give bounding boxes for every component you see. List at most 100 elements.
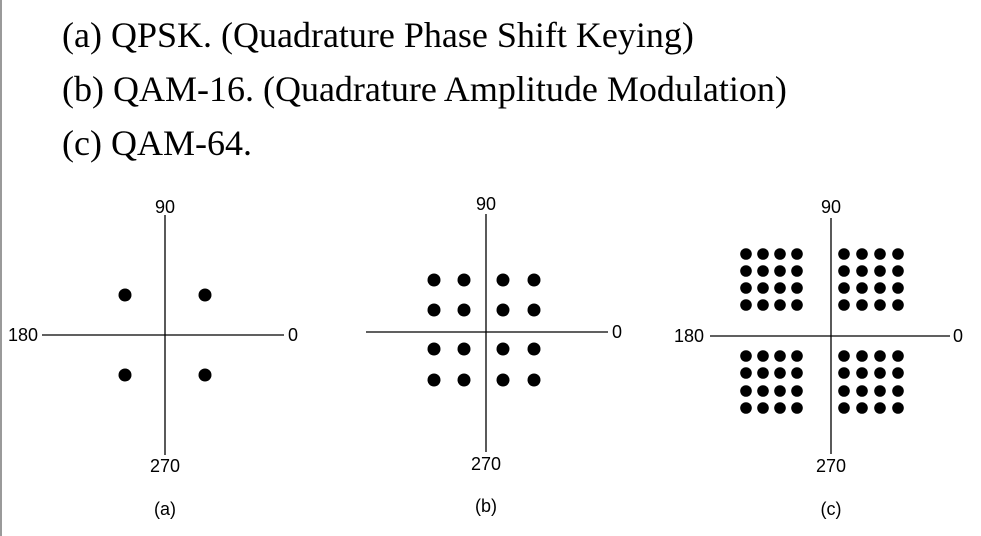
list-item-qam16: (b) QAM-16. (Quadrature Amplitude Modula… <box>62 69 787 109</box>
constellation-point <box>791 299 803 311</box>
constellation-point <box>757 282 769 294</box>
constellation-point <box>757 299 769 311</box>
caption-b: (b) <box>475 496 497 516</box>
constellation-point <box>496 373 510 387</box>
constellation-point <box>856 367 868 379</box>
constellation-point <box>757 402 769 414</box>
constellation-point <box>892 367 904 379</box>
constellation-point <box>791 248 803 260</box>
axis-label-bottom-b: 270 <box>471 454 501 474</box>
constellation-point <box>457 342 471 356</box>
constellation-point <box>791 402 803 414</box>
constellation-point <box>740 265 752 277</box>
constellation-point <box>791 385 803 397</box>
constellation-point <box>527 303 541 317</box>
constellation-point <box>740 367 752 379</box>
constellation-point <box>740 299 752 311</box>
modulation-list: (a) QPSK. (Quadrature Phase Shift Keying… <box>62 8 787 170</box>
constellation-point <box>527 273 541 287</box>
constellation-point <box>457 303 471 317</box>
constellation-point <box>892 402 904 414</box>
constellation-point <box>838 282 850 294</box>
constellation-point <box>757 350 769 362</box>
caption-c: (c) <box>821 499 842 519</box>
constellation-point <box>774 265 786 277</box>
constellation-point <box>427 342 441 356</box>
constellation-point <box>527 342 541 356</box>
constellation-point <box>774 385 786 397</box>
axis-label-left-a: 180 <box>8 325 38 345</box>
caption-a: (a) <box>154 499 176 519</box>
constellation-point <box>892 282 904 294</box>
constellation-point <box>496 273 510 287</box>
constellation-point <box>874 282 886 294</box>
axis-label-bottom-a: 270 <box>150 456 180 476</box>
axis-label-bottom-c: 270 <box>816 456 846 476</box>
constellation-point <box>892 350 904 362</box>
constellation-point <box>874 265 886 277</box>
constellation-point <box>874 367 886 379</box>
axis-label-top-b: 90 <box>476 194 496 214</box>
constellation-point <box>457 373 471 387</box>
constellation-point <box>774 402 786 414</box>
constellation-point <box>457 273 471 287</box>
constellation-point <box>757 265 769 277</box>
constellation-point <box>757 385 769 397</box>
constellation-point <box>774 248 786 260</box>
axis-label-top-c: 90 <box>821 197 841 217</box>
axis-label-left-c: 180 <box>674 326 704 346</box>
constellation-point <box>892 265 904 277</box>
constellation-b: 90 270 0 (b) <box>366 194 622 516</box>
constellation-point <box>740 282 752 294</box>
constellation-point <box>427 373 441 387</box>
constellation-point <box>774 299 786 311</box>
constellation-point <box>892 248 904 260</box>
constellation-point <box>874 385 886 397</box>
constellation-point <box>892 299 904 311</box>
constellation-point <box>838 248 850 260</box>
constellation-point <box>198 368 212 382</box>
constellation-point <box>856 299 868 311</box>
constellation-point <box>774 367 786 379</box>
constellation-point <box>791 367 803 379</box>
constellation-point <box>874 350 886 362</box>
constellation-point <box>774 282 786 294</box>
constellation-a: 90 270 180 0 (a) <box>8 197 298 519</box>
constellation-points-b <box>427 273 541 387</box>
constellation-point <box>838 299 850 311</box>
constellation-point <box>757 248 769 260</box>
constellation-point <box>427 273 441 287</box>
constellation-point <box>856 248 868 260</box>
constellation-point <box>527 373 541 387</box>
constellation-point <box>791 265 803 277</box>
constellation-point <box>874 299 886 311</box>
constellation-point <box>774 350 786 362</box>
constellation-point <box>856 282 868 294</box>
constellation-point <box>740 248 752 260</box>
constellation-point <box>892 385 904 397</box>
list-item-qpsk: (a) QPSK. (Quadrature Phase Shift Keying… <box>62 15 694 55</box>
constellation-point <box>838 367 850 379</box>
constellation-c: 90 270 180 0 (c) <box>674 197 963 519</box>
constellation-point <box>838 265 850 277</box>
constellation-point <box>496 342 510 356</box>
page-left-border <box>0 0 2 536</box>
axis-label-right-c: 0 <box>953 326 963 346</box>
constellation-point <box>856 265 868 277</box>
constellation-points-c <box>740 248 904 414</box>
constellation-point <box>838 402 850 414</box>
constellation-point <box>740 350 752 362</box>
constellation-point <box>874 402 886 414</box>
constellation-point <box>856 402 868 414</box>
constellation-point <box>874 248 886 260</box>
constellation-point <box>757 367 769 379</box>
constellation-point <box>118 288 132 302</box>
axis-label-top-a: 90 <box>155 197 175 217</box>
constellation-point <box>791 350 803 362</box>
constellation-point <box>427 303 441 317</box>
constellation-points-a <box>118 288 212 382</box>
axis-label-right-a: 0 <box>288 325 298 345</box>
constellation-point <box>856 350 868 362</box>
constellation-point <box>198 288 212 302</box>
